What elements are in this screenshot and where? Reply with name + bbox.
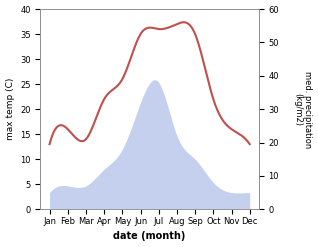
Y-axis label: max temp (C): max temp (C) [5,78,15,140]
X-axis label: date (month): date (month) [114,231,186,242]
Y-axis label: med. precipitation
(kg/m2): med. precipitation (kg/m2) [293,71,313,148]
